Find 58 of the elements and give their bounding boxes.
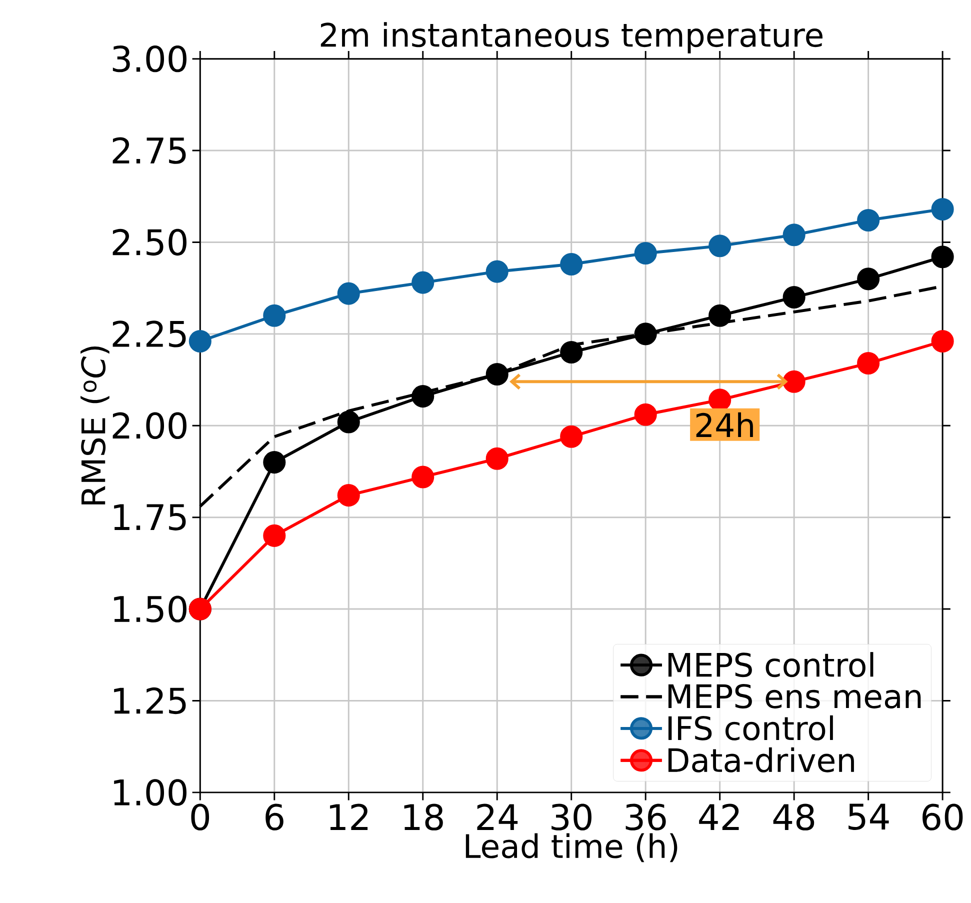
y-tick-label: 2.00 [112,412,186,439]
point [708,234,732,258]
point [782,286,806,308]
x-tick-label: 54 [848,804,889,830]
legend-label: MEPS control [668,652,874,677]
point [931,198,954,220]
y-tick-label: 2.75 [112,137,186,164]
x-tick-label: 12 [330,804,368,830]
x-tick-label: 48 [773,804,814,830]
point [188,330,212,352]
point [634,322,657,346]
point [857,268,880,290]
point [857,208,880,232]
point [263,524,286,547]
point [560,425,583,448]
legend-label: Data-driven [668,747,854,772]
y-axis-title: RMSE ($^{o}$C) [80,346,110,504]
annotation: 24h [696,412,753,437]
point [931,330,954,352]
point [486,447,508,470]
y-tick-label: 2.25 [112,320,186,348]
point [412,466,434,488]
point [931,246,954,268]
x-tick-label: 24 [477,804,518,830]
point [560,252,583,276]
y-tick-label: 1.50 [114,596,186,622]
y-tick-label: 2.50 [112,228,186,256]
y-tick-label: 1.00 [114,778,186,806]
x-tick-label: 36 [626,804,666,830]
point [337,484,360,506]
x-axis-title: Lead time (h) [466,833,678,862]
point [782,370,806,393]
x-tick-label: 0 [191,804,210,830]
point [412,271,434,294]
y-tick-label: 1.75 [114,504,186,530]
point [486,362,508,386]
y-tick-label: 3.00 [112,45,186,72]
x-tick-label: 18 [404,804,443,830]
point [263,450,286,474]
x-tick-label: 60 [922,804,963,830]
y-tick-label: 1.25 [114,687,186,714]
point [412,384,434,408]
point [634,403,657,426]
x-tick-label: 30 [552,804,592,830]
point [560,340,583,364]
point [337,410,360,434]
point [634,242,657,264]
chart-title: 2m instantaneous temperature [320,22,822,54]
point [337,282,360,305]
point [782,224,806,246]
point [708,304,732,327]
point [486,260,508,283]
x-tick-label: 6 [266,804,284,830]
x-tick-label: 42 [699,804,739,830]
legend-label: MEPS ens mean [668,684,921,708]
point [263,304,286,327]
legend-label: IFS control [668,715,833,740]
point [857,352,880,374]
